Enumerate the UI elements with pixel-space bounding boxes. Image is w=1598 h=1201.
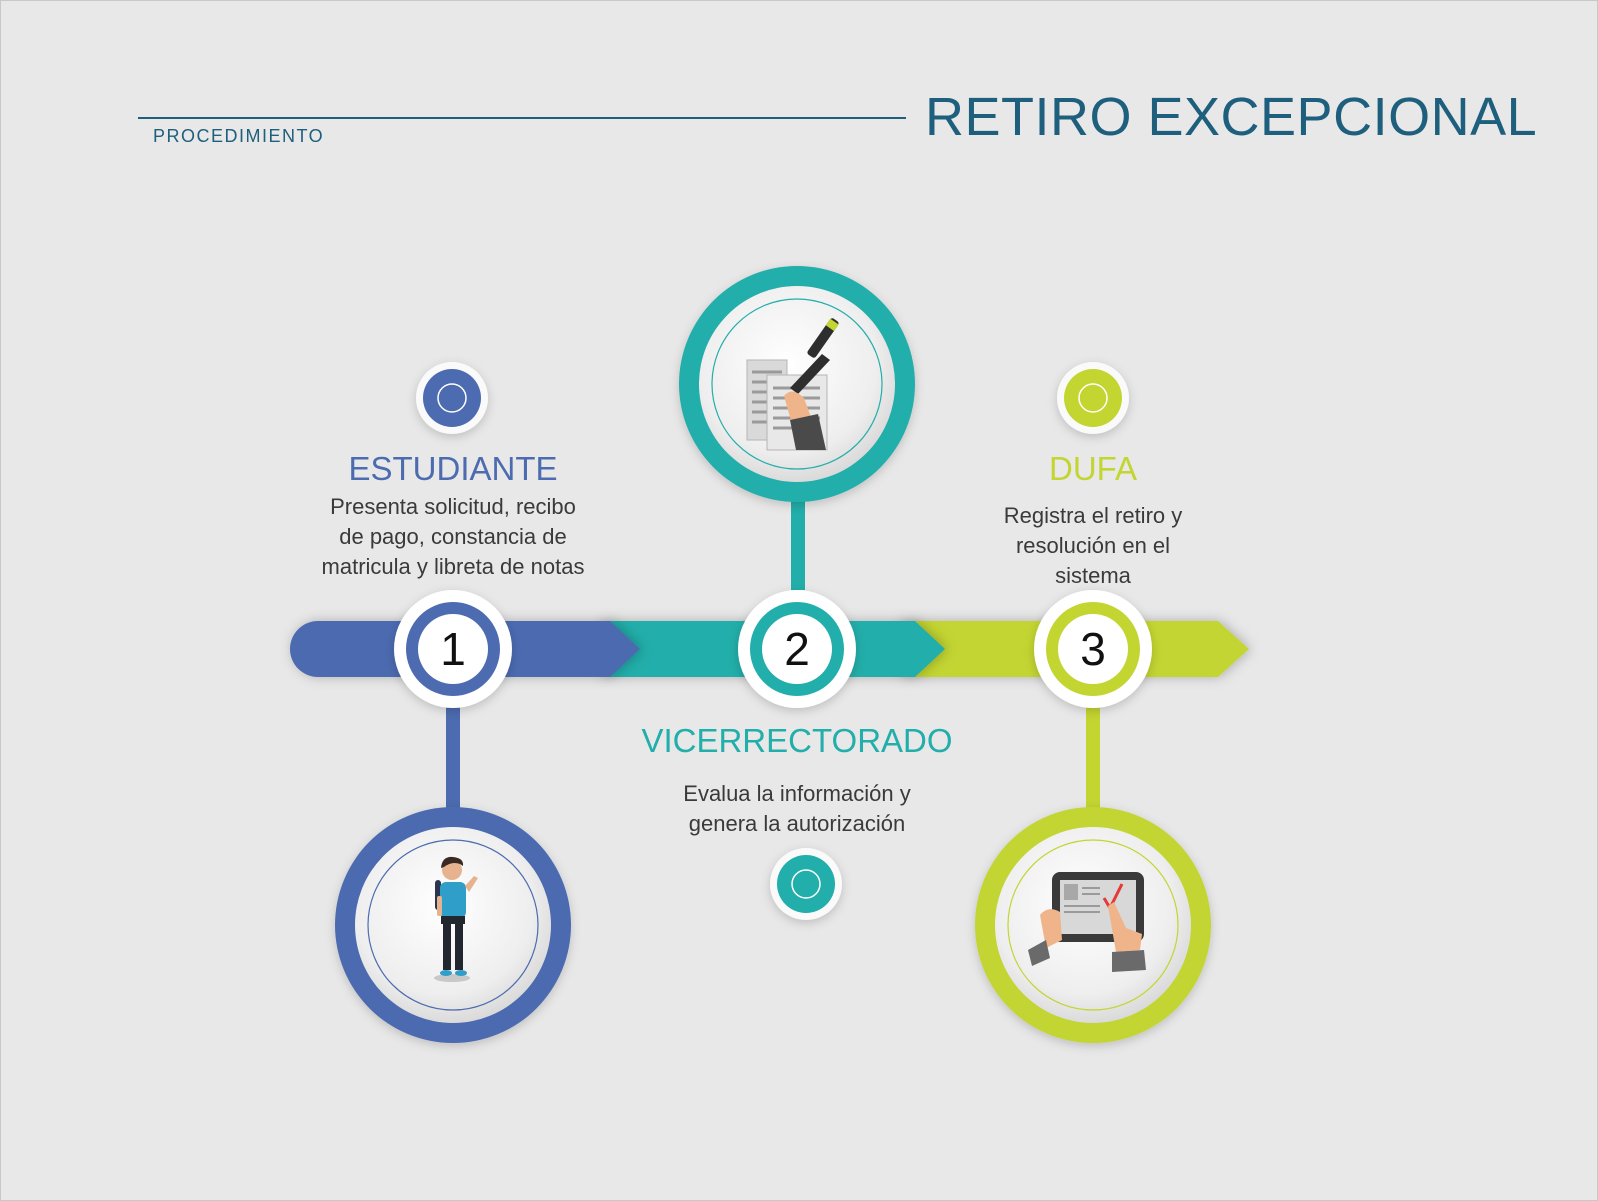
- tablet-check-icon: [1028, 872, 1146, 972]
- step-2-description-line: genera la autorización: [688, 811, 906, 836]
- dot-teal: [770, 848, 842, 920]
- step-2-description: Evalua la información y genera la autori…: [637, 779, 957, 839]
- step-3-description-line: resolución en el: [1015, 533, 1171, 558]
- connector-3: [1086, 700, 1100, 815]
- step-1-description-line: Presenta solicitud, recibo: [330, 494, 576, 519]
- step-2-description-line: Evalua la información y: [683, 781, 911, 806]
- step-1-number: 1: [440, 623, 466, 675]
- connector-1: [446, 700, 460, 810]
- procedure-label: PROCEDIMIENTO: [153, 126, 325, 146]
- dot-green: [1057, 362, 1129, 434]
- page-title: RETIRO EXCEPCIONAL: [925, 87, 1538, 147]
- step-2-role: VICERRECTORADO: [641, 722, 953, 759]
- step-3-role: DUFA: [1048, 450, 1137, 487]
- student-icon: [434, 856, 478, 982]
- header-rule: [138, 117, 906, 119]
- step-3-description-line: Registra el retiro y: [1003, 503, 1183, 528]
- number-circle-3: [1034, 590, 1152, 708]
- connector-2: [791, 490, 805, 590]
- step-1-description-line: de pago, constancia de: [339, 524, 567, 549]
- student-circle: [335, 807, 571, 1043]
- step-3-description: Registra el retiro y resolución en el si…: [963, 501, 1223, 591]
- step-3-number: 3: [1080, 623, 1106, 675]
- step-3-description-line: sistema: [1055, 563, 1131, 588]
- step-2-number: 2: [784, 623, 810, 675]
- step-1-description: Presenta solicitud, recibo de pago, cons…: [283, 492, 623, 582]
- dot-blue: [416, 362, 488, 434]
- step-1-role: ESTUDIANTE: [348, 450, 558, 487]
- number-circle-2: [738, 590, 856, 708]
- signing-document-icon: [746, 318, 839, 451]
- number-circle-1: [394, 590, 512, 708]
- step-1-description-line: matricula y libreta de notas: [321, 554, 585, 579]
